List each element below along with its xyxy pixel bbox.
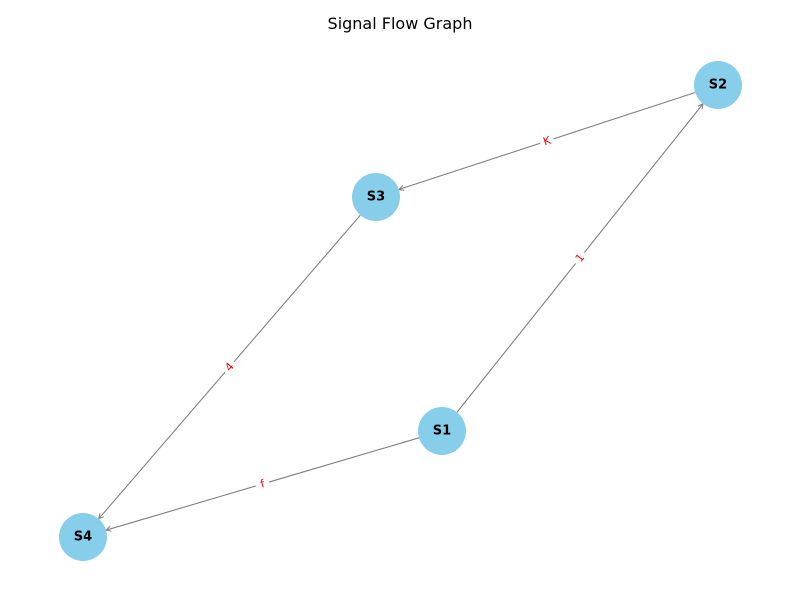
edge-arrowhead [97,513,105,520]
node-s4: S4 [59,513,107,561]
node-s2: S2 [694,61,742,109]
nodes-layer: S1 S2 S3 S4 [59,61,742,561]
node-label: S1 [433,424,451,439]
edge-s1-s2: 1 [456,102,704,413]
edge-arrowhead [397,185,405,191]
node-circle [694,61,742,109]
edges-layer: 1K 4f [97,91,704,532]
edge-s3-s4: 4 [97,214,361,520]
edge-s1-s4: f [104,437,420,532]
edge-label-background [570,248,590,268]
node-label: S3 [367,190,385,205]
node-s3: S3 [352,173,400,221]
edge-label-background [219,357,240,377]
edge-s2-s3: K [397,91,696,191]
node-label: S4 [74,530,92,545]
edge-label-background [538,132,556,150]
edge-label-background [253,475,272,493]
node-circle [59,513,107,561]
edge-label: K [542,133,554,148]
edge-label: f [259,477,267,491]
node-s1: S1 [418,407,466,455]
node-label: S2 [709,78,727,93]
node-circle [418,407,466,455]
graph-title: Signal Flow Graph [328,14,473,33]
node-circle [352,173,400,221]
